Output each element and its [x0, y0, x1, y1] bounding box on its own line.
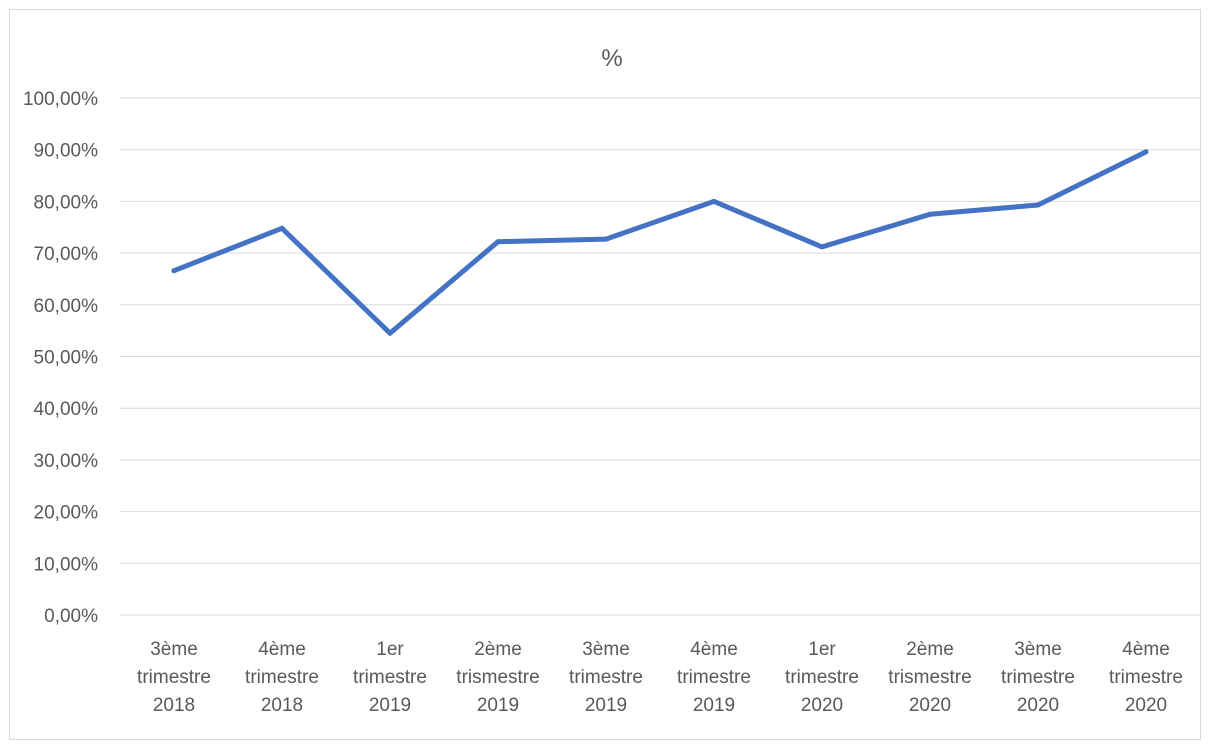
data-point — [927, 211, 933, 217]
series-layer — [171, 149, 1149, 336]
y-tick-label: 100,00% — [23, 89, 98, 110]
data-point — [1143, 149, 1149, 155]
x-tick-label: 1er trimestre 2019 — [353, 639, 427, 716]
data-point — [495, 239, 501, 245]
y-tick-label: 80,00% — [34, 192, 99, 213]
x-tick-label: 3ème trimestre 2019 — [569, 639, 643, 716]
y-tick-label: 50,00% — [34, 348, 99, 369]
y-tick-label: 0,00% — [44, 606, 98, 627]
series-line — [171, 149, 1149, 336]
data-point — [1035, 202, 1041, 208]
y-tick-label: 20,00% — [34, 503, 99, 524]
data-point — [171, 268, 177, 274]
x-tick-label: 4ème trimestre 2020 — [1109, 639, 1183, 716]
x-axis-ticks: 3ème trimestre 2018 4ème trimestre 2018 1er tri… — [137, 639, 1183, 716]
gridlines — [120, 97, 1200, 616]
x-tick-label: 2ème trismestre 2020 — [888, 639, 971, 716]
x-tick-label: 3ème trimestre 2020 — [1001, 639, 1075, 716]
y-tick-label: 40,00% — [34, 399, 99, 420]
y-tick-label: 30,00% — [34, 451, 99, 472]
data-point — [279, 225, 285, 231]
y-tick-label: 70,00% — [34, 244, 99, 265]
x-tick-label: 4ème trimestre 2019 — [677, 639, 751, 716]
data-point — [603, 236, 609, 242]
y-tick-label: 10,00% — [34, 554, 99, 575]
y-tick-label: 90,00% — [34, 141, 99, 162]
x-tick-label: 4ème trimestre 2018 — [245, 639, 319, 716]
x-tick-label: 1er trimestre 2020 — [785, 639, 859, 716]
x-tick-label: 3ème trimestre 2018 — [137, 639, 211, 716]
chart-area — [9, 9, 1201, 740]
chart-title: % — [601, 45, 622, 72]
data-point — [387, 330, 393, 336]
data-point — [711, 198, 717, 204]
data-point — [819, 244, 825, 250]
x-tick-label: 2ème trismestre 2019 — [456, 639, 539, 716]
y-tick-label: 60,00% — [34, 296, 99, 317]
y-axis-ticks: 0,00% 10,00% 20,00% 30,00% 40,00% 50,00% 60,00… — [23, 89, 98, 627]
